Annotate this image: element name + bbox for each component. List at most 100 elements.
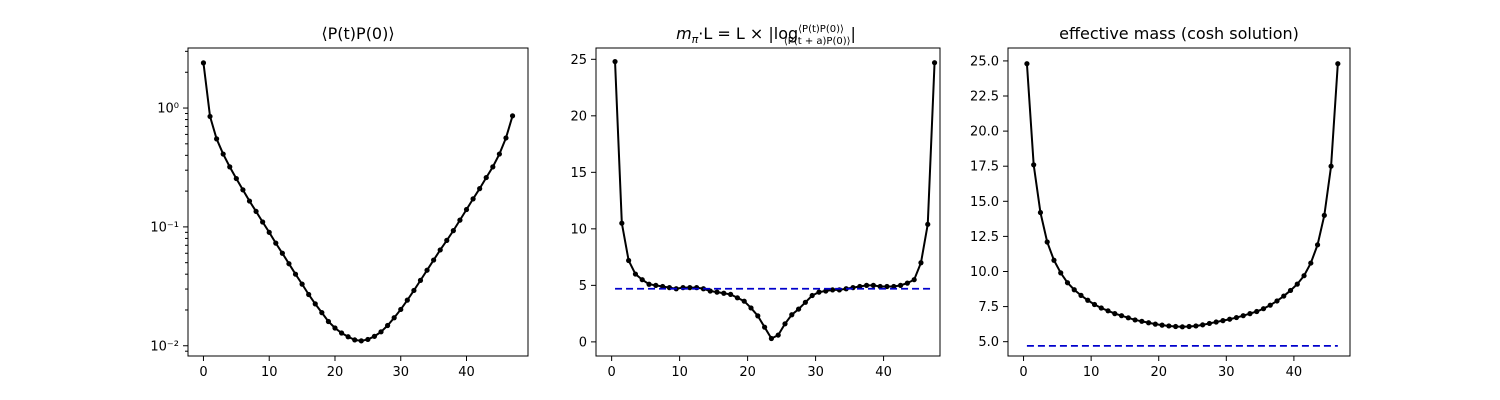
data-point	[503, 135, 509, 141]
x-tick-label: 40	[458, 365, 475, 380]
data-point	[1213, 319, 1219, 325]
data-point	[1132, 317, 1138, 323]
data-point	[884, 283, 890, 290]
title-lhs: m	[676, 24, 692, 43]
data-point	[741, 298, 747, 304]
y-tick-label: 20	[570, 109, 587, 124]
data-point	[444, 237, 450, 243]
data-point	[1267, 302, 1273, 308]
y-tick-label: 20.0	[970, 125, 999, 140]
panel-title: mπ·L = L × |log⟨P(t)P(0)⟩ ⟨P(t + a)P(0)⟩|	[676, 24, 856, 47]
data-point	[863, 282, 870, 288]
data-point	[619, 220, 625, 226]
data-point	[1247, 311, 1253, 317]
data-point	[490, 164, 496, 170]
data-point	[748, 305, 754, 311]
data-point	[312, 301, 318, 307]
data-point	[496, 151, 502, 157]
data-point	[809, 292, 815, 299]
data-point	[509, 113, 516, 119]
x-tick-label: 10	[671, 365, 688, 380]
data-point	[1098, 305, 1104, 311]
data-point	[1294, 281, 1300, 287]
data-point	[319, 310, 325, 316]
data-point	[358, 338, 364, 344]
data-point	[653, 282, 659, 288]
data-point	[1328, 163, 1334, 169]
title-close: |	[851, 24, 856, 43]
x-tick-label: 0	[607, 365, 615, 380]
data-point	[1152, 321, 1158, 327]
data-point	[384, 322, 391, 329]
data-point	[1200, 322, 1206, 328]
data-point	[325, 318, 332, 325]
data-point	[220, 151, 226, 157]
title-numerator: ⟨P(t)P(0)⟩	[798, 24, 844, 35]
data-point	[1085, 297, 1091, 303]
y-tick-label: 10.0	[970, 265, 999, 280]
data-point	[897, 282, 904, 288]
data-point	[1179, 324, 1185, 330]
data-point	[646, 281, 652, 287]
data-point	[1125, 315, 1131, 321]
data-point	[463, 206, 470, 213]
data-point	[260, 219, 266, 225]
data-point	[1206, 320, 1213, 327]
axes-frame	[187, 47, 529, 357]
data-point	[1024, 61, 1030, 67]
data-point	[782, 321, 788, 327]
x-tick-label: 0	[199, 365, 207, 380]
data-point	[660, 283, 666, 290]
data-point	[477, 186, 483, 192]
data-point	[1091, 301, 1098, 308]
y-tick-label: 17.5	[970, 160, 999, 175]
data-point	[266, 229, 272, 235]
x-tick-label: 20	[739, 365, 756, 380]
data-point	[1037, 209, 1044, 216]
panel-correlator: ⟨P(t)P(0)⟩ 0 10 20 30 40 10⁻² 10⁻¹ 10⁰	[150, 24, 529, 380]
title-lhs-sub: π	[692, 33, 699, 46]
data-point	[632, 271, 639, 277]
data-point	[1260, 306, 1267, 312]
x-tick-label: 0	[1019, 365, 1027, 380]
data-point	[1118, 313, 1125, 319]
x-tick-label: 20	[327, 365, 344, 380]
data-point	[1281, 293, 1287, 299]
data-point	[365, 336, 371, 343]
data-point	[1112, 311, 1118, 317]
data-point	[1321, 212, 1327, 218]
y-tick-label: 10⁻¹	[150, 220, 179, 235]
y-tick-label: 15	[570, 166, 587, 181]
x-tick-label: 40	[1286, 365, 1303, 380]
data-point	[816, 289, 822, 295]
data-point	[306, 291, 312, 298]
data-point	[279, 250, 285, 256]
data-point	[795, 306, 802, 312]
data-point	[424, 267, 430, 273]
y-tick-label: 15.0	[970, 195, 999, 210]
data-point	[273, 240, 279, 246]
data-point	[823, 288, 829, 294]
data-point	[404, 297, 410, 303]
title-mid: ·L = L × |log	[698, 24, 798, 43]
data-point	[352, 337, 358, 343]
data-point	[214, 136, 220, 142]
data-point	[207, 113, 213, 120]
data-point	[1301, 273, 1307, 279]
data-point	[870, 282, 876, 288]
data-point	[1064, 280, 1071, 286]
y-tick-label: 5	[579, 279, 587, 294]
data-point	[1193, 323, 1199, 329]
panel-title: ⟨P(t)P(0)⟩	[321, 24, 394, 43]
data-point	[1287, 287, 1294, 294]
data-point	[470, 196, 476, 202]
data-point	[1233, 314, 1240, 321]
data-point	[802, 299, 808, 305]
data-point	[1173, 323, 1179, 330]
data-point	[904, 280, 910, 286]
data-point	[1254, 308, 1260, 315]
data-point	[626, 257, 632, 264]
data-point	[431, 257, 437, 263]
data-point	[437, 247, 443, 253]
